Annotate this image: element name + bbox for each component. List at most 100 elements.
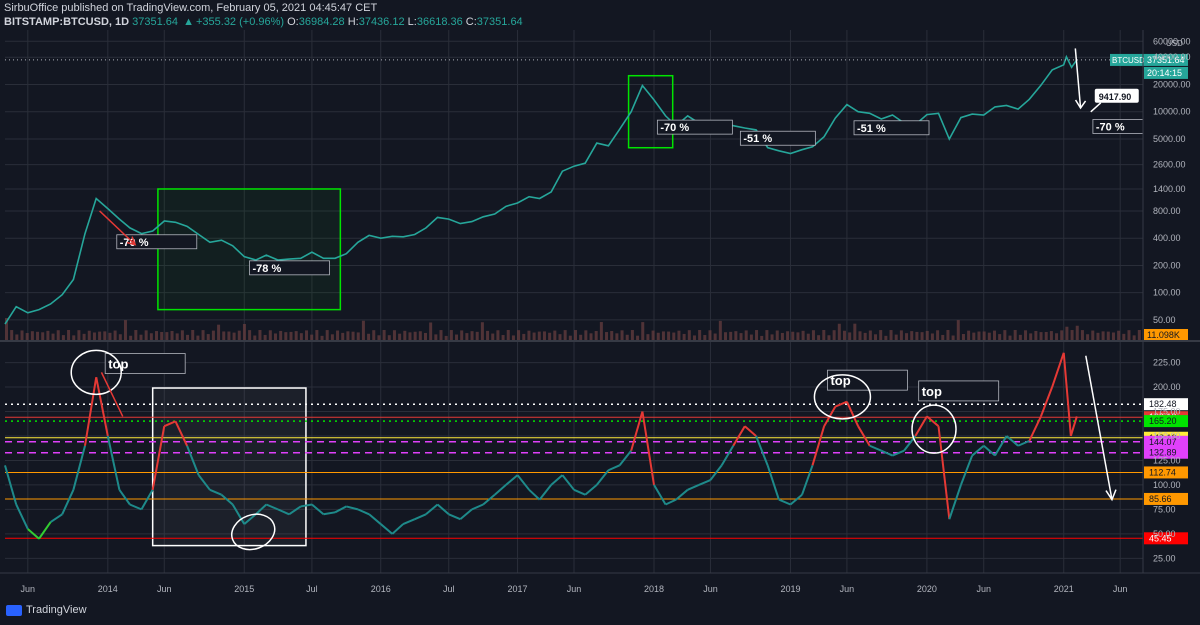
volume-bar — [775, 330, 779, 340]
volume-bar — [392, 330, 396, 340]
volume-tag — [1144, 329, 1188, 341]
volume-bar — [1070, 330, 1074, 340]
drawdown-label-box — [656, 119, 733, 135]
annotation-boxes — [151, 74, 674, 547]
oscillator-segment — [732, 425, 746, 447]
volume-bar — [817, 335, 821, 340]
volume-bar — [113, 330, 117, 340]
ohlc-line: BITSTAMP:BTCUSD, 1D 37351.64 ▲ +355.32 (+… — [4, 16, 523, 28]
volume-bar — [568, 335, 572, 340]
osc-tick-label: 225.00 — [1153, 358, 1181, 368]
oscillator-segment — [789, 493, 803, 506]
volume-bar — [444, 335, 448, 340]
oscillator-segment — [720, 445, 735, 466]
osc-tick-label: 150.00 — [1153, 431, 1181, 441]
volume-bar — [682, 333, 686, 340]
volume-bar — [879, 330, 883, 340]
volume-bar — [1003, 330, 1007, 340]
oscillator-segment — [220, 493, 234, 506]
btc-chart[interactable]: 182.48169.19165.20148.19144.07132.89112.… — [0, 0, 1200, 600]
volume-bar — [201, 330, 205, 340]
volume-bar — [129, 335, 133, 340]
volume-bar — [724, 332, 728, 340]
volume-bar — [123, 320, 127, 340]
x-tick-label: Jul — [306, 584, 318, 594]
volume-bar — [739, 333, 743, 340]
price-tick-label: 10000.00 — [1153, 107, 1191, 117]
oscillator-segment — [505, 474, 519, 486]
oscillator-segment — [1062, 352, 1072, 437]
price-tick-label: 800.00 — [1153, 206, 1181, 216]
close-label: C: — [465, 16, 477, 28]
oscillator-segment — [151, 426, 166, 490]
volume-bar — [858, 331, 862, 340]
volume-bar — [1117, 330, 1121, 340]
x-tick-label: Jun — [157, 584, 172, 594]
oscillator-segment — [561, 474, 575, 491]
volume-bar — [698, 330, 702, 340]
volume-bar — [615, 333, 619, 340]
osc-tick-label: 75.00 — [1153, 504, 1176, 514]
top-label-box — [104, 353, 186, 374]
bottom-circle — [231, 513, 276, 551]
symbol-tag-label: BTCUSD — [1112, 56, 1145, 65]
up-arrow-icon: ▲ — [183, 16, 194, 28]
volume-bar — [1044, 331, 1048, 340]
oscillator-segment — [983, 445, 996, 457]
price-tick-label: 2600.00 — [1153, 160, 1186, 170]
oscillator-segment — [277, 508, 290, 516]
oscillator-segment — [186, 445, 200, 476]
volume-bar — [1049, 331, 1053, 340]
oscillator-segment — [346, 505, 359, 511]
volume-bar — [98, 331, 102, 340]
volume-bar — [651, 330, 655, 340]
volume-bar — [946, 330, 950, 340]
low-label: L: — [407, 16, 417, 28]
high-label: H: — [347, 16, 359, 28]
volume-bar — [920, 332, 924, 340]
last-price-tag-label: 37351.64 — [1147, 55, 1185, 65]
volume-bar — [92, 332, 96, 340]
volume-bar — [398, 333, 402, 340]
series-lines: BTCUSD 37351.64 20:14:15 11.098K — [4, 53, 1188, 540]
volume-bar — [1096, 332, 1100, 340]
volume-bar — [315, 330, 319, 340]
tradingview-logo[interactable]: TradingView — [6, 604, 87, 616]
drawdown-label-box — [249, 260, 330, 276]
countdown-tag-label: 20:14:15 — [1147, 68, 1182, 78]
oscillator-segment — [914, 415, 928, 437]
volume-bar — [1101, 331, 1105, 340]
volume-bar — [574, 330, 577, 340]
price-tick-label: 50.00 — [1153, 315, 1176, 325]
volume-bar — [1034, 330, 1038, 340]
oscillator-segment — [778, 498, 791, 506]
last-price: 37351.64 — [132, 16, 179, 28]
oscillator-segment — [755, 435, 769, 466]
volume-bar — [475, 331, 479, 340]
volume-bar — [656, 332, 660, 340]
x-tick-label: Jun — [703, 584, 718, 594]
volume-bar — [874, 334, 878, 340]
x-tick-label: Jun — [1113, 584, 1128, 594]
volume-bar — [998, 334, 1002, 340]
volume-bar — [972, 332, 976, 340]
volume-bar — [41, 332, 45, 340]
symbol-label[interactable]: BITSTAMP:BTCUSD, 1D — [4, 16, 130, 28]
oscillator-segment — [38, 521, 52, 540]
volume-bar — [1091, 330, 1095, 340]
volume-bar — [522, 333, 526, 340]
volume-bar — [341, 332, 345, 340]
oscillator-segment — [357, 508, 370, 516]
oscillator-segment — [630, 411, 644, 451]
callout-label: 9417.90 — [1099, 92, 1132, 102]
oscillator-segment — [528, 489, 541, 501]
volume-bar — [589, 333, 593, 340]
volume-bar — [594, 331, 598, 340]
oscillator-segment — [402, 518, 416, 525]
volume-bar — [496, 330, 500, 340]
oscillator-segment — [538, 484, 552, 501]
oscillator-segment — [380, 523, 393, 535]
volume-bar — [718, 320, 722, 340]
volume-bar — [770, 334, 774, 340]
volume-bar — [915, 331, 919, 340]
